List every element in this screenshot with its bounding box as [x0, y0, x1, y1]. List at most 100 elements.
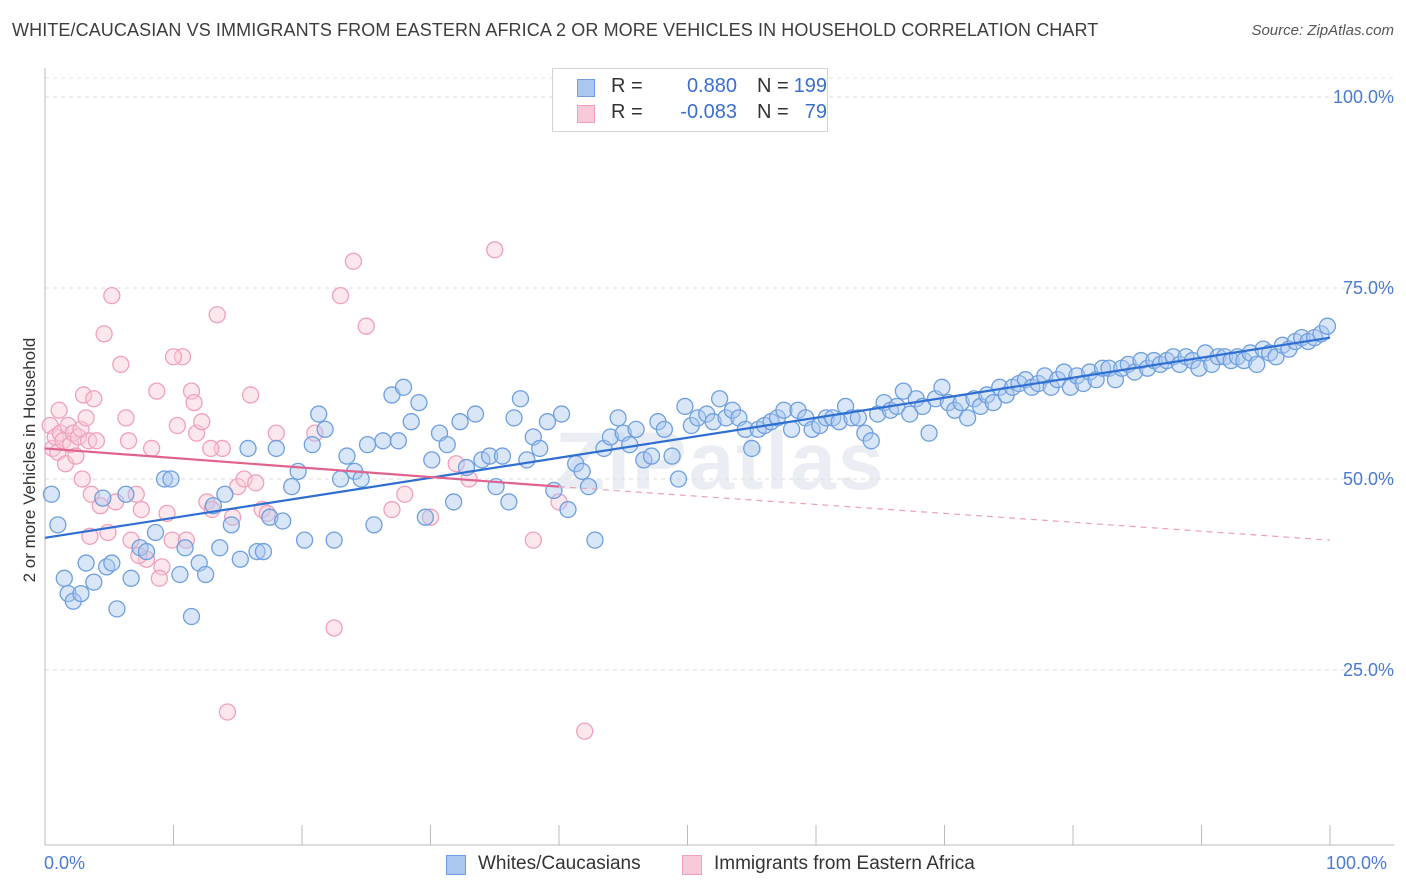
point-whites — [94, 489, 112, 507]
point-whites — [573, 462, 591, 481]
legend-n-label: N = — [757, 75, 789, 97]
point-whites — [77, 554, 95, 572]
point-immigrants — [208, 306, 226, 324]
point-immigrants — [50, 401, 68, 419]
point-whites — [176, 539, 194, 557]
point-whites — [196, 565, 215, 584]
point-whites — [775, 401, 793, 419]
legend-label-whites: Whites/Caucasians — [478, 853, 641, 874]
point-whites — [676, 397, 694, 416]
point-immigrants — [325, 619, 343, 637]
point-whites — [389, 432, 408, 450]
point-whites — [669, 470, 688, 488]
point-whites — [438, 435, 456, 454]
point-whites — [655, 420, 674, 438]
point-whites — [559, 500, 577, 519]
point-whites — [416, 508, 435, 526]
point-immigrants — [576, 722, 594, 740]
legend-r-value: -0.083 — [680, 101, 737, 123]
point-whites — [710, 390, 729, 408]
point-immigrants — [95, 325, 113, 343]
series-legend: Whites/Caucasians Immigrants from Easter… — [0, 853, 1406, 877]
trendline-immigrants — [44, 447, 560, 488]
point-immigrants — [117, 409, 135, 427]
point-whites — [338, 447, 356, 465]
point-whites — [466, 405, 485, 423]
point-immigrants — [163, 531, 181, 549]
legend-r-label: R = — [611, 101, 643, 123]
point-whites — [958, 409, 977, 427]
point-whites — [663, 447, 681, 465]
point-whites — [42, 485, 61, 503]
point-immigrants — [447, 455, 465, 473]
point-immigrants — [132, 500, 151, 519]
point-whites — [601, 428, 620, 446]
point-immigrants — [396, 485, 414, 503]
point-whites — [1318, 317, 1337, 335]
point-immigrants — [148, 382, 166, 400]
point-whites — [122, 569, 140, 587]
point-whites — [505, 409, 523, 427]
point-whites — [274, 512, 292, 530]
point-whites — [137, 542, 156, 561]
y-tick-75: 75.0% — [1342, 278, 1394, 298]
point-immigrants — [143, 439, 161, 458]
point-whites — [642, 447, 661, 465]
point-whites — [579, 477, 598, 496]
point-whites — [261, 508, 279, 526]
point-whites — [410, 393, 428, 412]
point-immigrants — [168, 416, 187, 435]
y-tick-25: 25.0% — [1342, 660, 1394, 680]
point-whites — [182, 607, 201, 626]
point-whites — [511, 390, 530, 408]
point-immigrants — [486, 241, 504, 259]
point-whites — [103, 554, 121, 572]
point-whites — [239, 439, 257, 458]
legend-swatch-immigrants — [682, 855, 702, 875]
trendline-immigrants-extension — [558, 486, 1331, 541]
point-immigrants — [218, 703, 237, 721]
point-whites — [303, 435, 321, 454]
trendline-whites — [44, 336, 1331, 539]
point-whites — [394, 378, 413, 396]
point-whites — [586, 531, 604, 549]
y-axis-label: 2 or more Vehicles in Household — [20, 337, 39, 583]
point-whites — [171, 565, 189, 584]
point-whites — [365, 516, 383, 534]
point-whites — [283, 477, 301, 496]
point-whites — [374, 432, 392, 450]
point-immigrants — [85, 390, 103, 408]
point-whites — [1248, 355, 1266, 374]
legend-n-label: N = — [757, 101, 789, 123]
point-immigrants — [202, 439, 220, 458]
point-whites — [108, 600, 126, 618]
point-whites — [358, 435, 377, 454]
point-whites — [117, 485, 135, 503]
point-whites — [216, 485, 234, 503]
point-immigrants — [103, 286, 121, 305]
point-whites — [1190, 359, 1208, 377]
point-whites — [155, 470, 174, 488]
point-immigrants — [344, 252, 363, 270]
legend-n-value: 79 — [804, 101, 827, 123]
point-whites — [621, 435, 639, 454]
point-whites — [451, 413, 469, 431]
point-immigrants — [185, 393, 203, 412]
point-whites — [480, 447, 499, 465]
y-tick-50: 50.0% — [1342, 469, 1394, 489]
point-whites — [267, 439, 285, 458]
point-whites — [310, 405, 328, 423]
point-immigrants — [383, 500, 401, 519]
legend-swatch-blue — [577, 79, 595, 97]
y-tick-100: 100.0% — [1332, 87, 1394, 107]
point-whites — [146, 523, 165, 542]
point-whites — [222, 516, 240, 534]
point-whites — [704, 413, 722, 431]
point-immigrants — [119, 432, 138, 450]
chart-title: WHITE/CAUCASIAN VS IMMIGRANTS FROM EASTE… — [12, 20, 1099, 40]
point-immigrants — [150, 569, 169, 587]
point-whites — [984, 393, 1002, 412]
point-immigrants — [267, 424, 285, 442]
point-immigrants — [77, 409, 95, 427]
point-immigrants — [164, 348, 183, 366]
